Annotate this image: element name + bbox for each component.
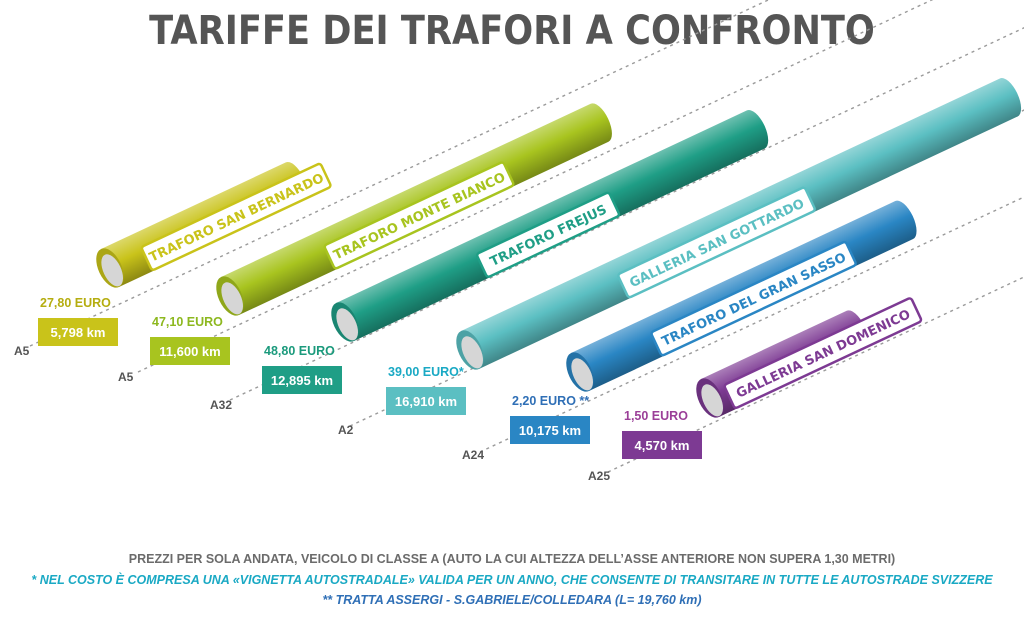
length-label: 12,895 km [271,373,333,388]
length-box [38,318,118,346]
note-line-3: ** TRATTA ASSERGI - S.GABRIELE/COLLEDARA… [322,593,702,607]
banner-box [617,186,816,299]
highway-label: A32 [210,398,232,412]
highway-label: A2 [338,423,354,437]
tunnel-mouth-inner [701,384,724,417]
note-line-1: PREZZI PER SOLA ANDATA, VEICOLO DI CLASS… [128,552,896,566]
banner-box [475,191,621,278]
highway-label: A25 [588,469,610,483]
note-line-2: * NEL COSTO È COMPRESA UNA «VIGNETTA AUT… [31,573,993,587]
length-label: 5,798 km [51,325,106,340]
banner-box [323,161,515,270]
highway-label: A24 [462,448,484,462]
banner-box [140,162,332,271]
price-label: 39,00 EURO* [388,365,464,379]
price-label: 27,80 EURO [40,296,111,310]
tunnel-mouth-inner [221,282,244,315]
length-box [150,337,230,365]
tunnel-mouth-inner [101,254,124,287]
tunnel-mouth-inner [336,308,359,341]
length-box [510,416,590,444]
price-label: 1,50 EURO [624,409,688,423]
tunnel-mouth-inner [571,358,594,391]
length-box [622,431,702,459]
length-label: 4,570 km [635,438,690,453]
banner-box [650,240,857,357]
length-box [262,366,342,394]
banner-box [723,297,923,409]
tunnel-mouth-inner [461,336,484,369]
length-label: 16,910 km [395,394,457,409]
length-label: 11,600 km [159,344,220,359]
chart-title: TARIFFE DEI TRAFORI A CONFRONTO [149,8,875,54]
length-label: 10,175 km [519,423,581,438]
price-label: 47,10 EURO [152,315,223,329]
price-label: 2,20 EURO ** [512,394,589,408]
length-box [386,387,466,415]
price-label: 48,80 EURO [264,344,335,358]
highway-label: A5 [14,344,30,358]
highway-label: A5 [118,370,134,384]
